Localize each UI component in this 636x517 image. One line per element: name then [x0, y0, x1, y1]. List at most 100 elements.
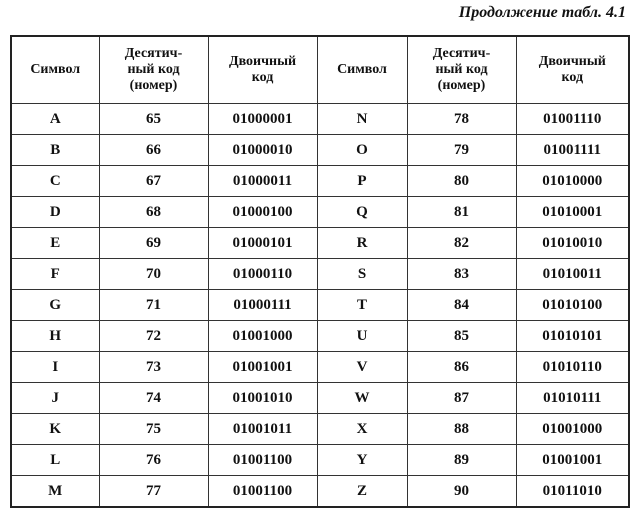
table-cell: 77 — [98, 475, 209, 508]
header-line: Десятич- — [432, 46, 491, 61]
table-row: M 77 01001100 Z 90 01011010 — [10, 475, 630, 508]
header-cell: Десятич-ный код (номер) — [98, 35, 209, 104]
table-row: H 72 01001000 U 85 01010101 — [10, 320, 630, 352]
table-cell: Q — [316, 196, 408, 228]
table-cell: 01001000 — [515, 413, 630, 445]
header-line: Десятич- — [124, 46, 183, 61]
header-line: Символ — [30, 62, 81, 77]
header-cell: Двоичный код — [515, 35, 630, 104]
table-cell: 74 — [98, 382, 209, 414]
table-cell: H — [10, 320, 100, 352]
table-cell: K — [10, 413, 100, 445]
table-cell: 73 — [98, 351, 209, 383]
table-cell: 01011010 — [515, 475, 630, 508]
table-row: E 69 01000101 R 82 01010010 — [10, 227, 630, 259]
table-cell: 76 — [98, 444, 209, 476]
table-cell: M — [10, 475, 100, 508]
table-cell: 78 — [406, 103, 517, 135]
table-row: C 67 01000011 P 80 01010000 — [10, 165, 630, 197]
table-cell: 01000010 — [207, 134, 318, 166]
table-cell: N — [316, 103, 408, 135]
table-row: K 75 01001011 X 88 01001000 — [10, 413, 630, 445]
table-cell: 70 — [98, 258, 209, 290]
table-row: B 66 01000010 O 79 01001111 — [10, 134, 630, 166]
table-row: F 70 01000110 S 83 01010011 — [10, 258, 630, 290]
table-cell: L — [10, 444, 100, 476]
header-line: код — [251, 70, 274, 85]
table-cell: 68 — [98, 196, 209, 228]
table-cell: I — [10, 351, 100, 383]
table-cell: G — [10, 289, 100, 321]
table-cell: 66 — [98, 134, 209, 166]
table-cell: 65 — [98, 103, 209, 135]
table-body: A 65 01000001 N 78 01001110 B 66 01000010 O 79 0100… — [10, 103, 630, 508]
table-cell: 85 — [406, 320, 517, 352]
header-line: (номер) — [129, 78, 178, 93]
table-cell: B — [10, 134, 100, 166]
code-table: Символ Десятич-ный код (номер) Двоичный код С… — [10, 35, 630, 508]
table-cell: 01000001 — [207, 103, 318, 135]
table-cell: 01001000 — [207, 320, 318, 352]
table-cell: 88 — [406, 413, 517, 445]
table-cell: 84 — [406, 289, 517, 321]
table-cell: 01000101 — [207, 227, 318, 259]
header-line: Символ — [337, 62, 387, 77]
table-cell: 01000100 — [207, 196, 318, 228]
header-line: (номер) — [437, 78, 486, 93]
table-cell: 01001001 — [515, 444, 630, 476]
table-row: A 65 01000001 N 78 01001110 — [10, 103, 630, 135]
table-cell: 01010101 — [515, 320, 630, 352]
table-cell: P — [316, 165, 408, 197]
table-cell: 86 — [406, 351, 517, 383]
table-cell: 01001100 — [207, 475, 318, 508]
header-cell: Символ — [10, 35, 100, 104]
table-cell: 01001110 — [515, 103, 630, 135]
table-cell: U — [316, 320, 408, 352]
table-cell: 01001001 — [207, 351, 318, 383]
table-cell: S — [316, 258, 408, 290]
table-cell: J — [10, 382, 100, 414]
table-cell: D — [10, 196, 100, 228]
table-row: I 73 01001001 V 86 01010110 — [10, 351, 630, 383]
table-cell: 01000111 — [207, 289, 318, 321]
caption: Продолжение табл. 4.1 — [458, 4, 626, 21]
table-row: L 76 01001100 Y 89 01001001 — [10, 444, 630, 476]
table-cell: 01000011 — [207, 165, 318, 197]
table-row: J 74 01001010 W 87 01010111 — [10, 382, 630, 414]
header-row: Символ Десятич-ный код (номер) Двоичный код С… — [10, 35, 630, 104]
table-cell: Y — [316, 444, 408, 476]
header-line: ный код — [127, 62, 180, 77]
table-row: G 71 01000111 T 84 01010100 — [10, 289, 630, 321]
table-cell: 89 — [406, 444, 517, 476]
table-cell: 01010001 — [515, 196, 630, 228]
table-cell: 81 — [406, 196, 517, 228]
table-cell: 01000110 — [207, 258, 318, 290]
header-line: Двоичный — [538, 54, 606, 69]
header-line: код — [561, 70, 584, 85]
table-cell: 83 — [406, 258, 517, 290]
table-cell: 01010000 — [515, 165, 630, 197]
table-cell: 01001010 — [207, 382, 318, 414]
header-cell: Десятич-ный код (номер) — [406, 35, 517, 104]
table-cell: T — [316, 289, 408, 321]
table-cell: 71 — [98, 289, 209, 321]
table-cell: 79 — [406, 134, 517, 166]
header-line: ный код — [435, 62, 488, 77]
table-cell: 01010110 — [515, 351, 630, 383]
header-cell: Двоичный код — [207, 35, 318, 104]
table-cell: 01010100 — [515, 289, 630, 321]
table-cell: V — [316, 351, 408, 383]
table-cell: R — [316, 227, 408, 259]
table-cell: 82 — [406, 227, 517, 259]
table-cell: F — [10, 258, 100, 290]
table-row: D 68 01000100 Q 81 01010001 — [10, 196, 630, 228]
table-cell: 01010111 — [515, 382, 630, 414]
header-line: Двоичный — [228, 54, 297, 69]
header-cell: Символ — [316, 35, 408, 104]
table-cell: Z — [316, 475, 408, 508]
table-cell: 01010010 — [515, 227, 630, 259]
table-cell: O — [316, 134, 408, 166]
table-cell: 87 — [406, 382, 517, 414]
table-cell: 80 — [406, 165, 517, 197]
